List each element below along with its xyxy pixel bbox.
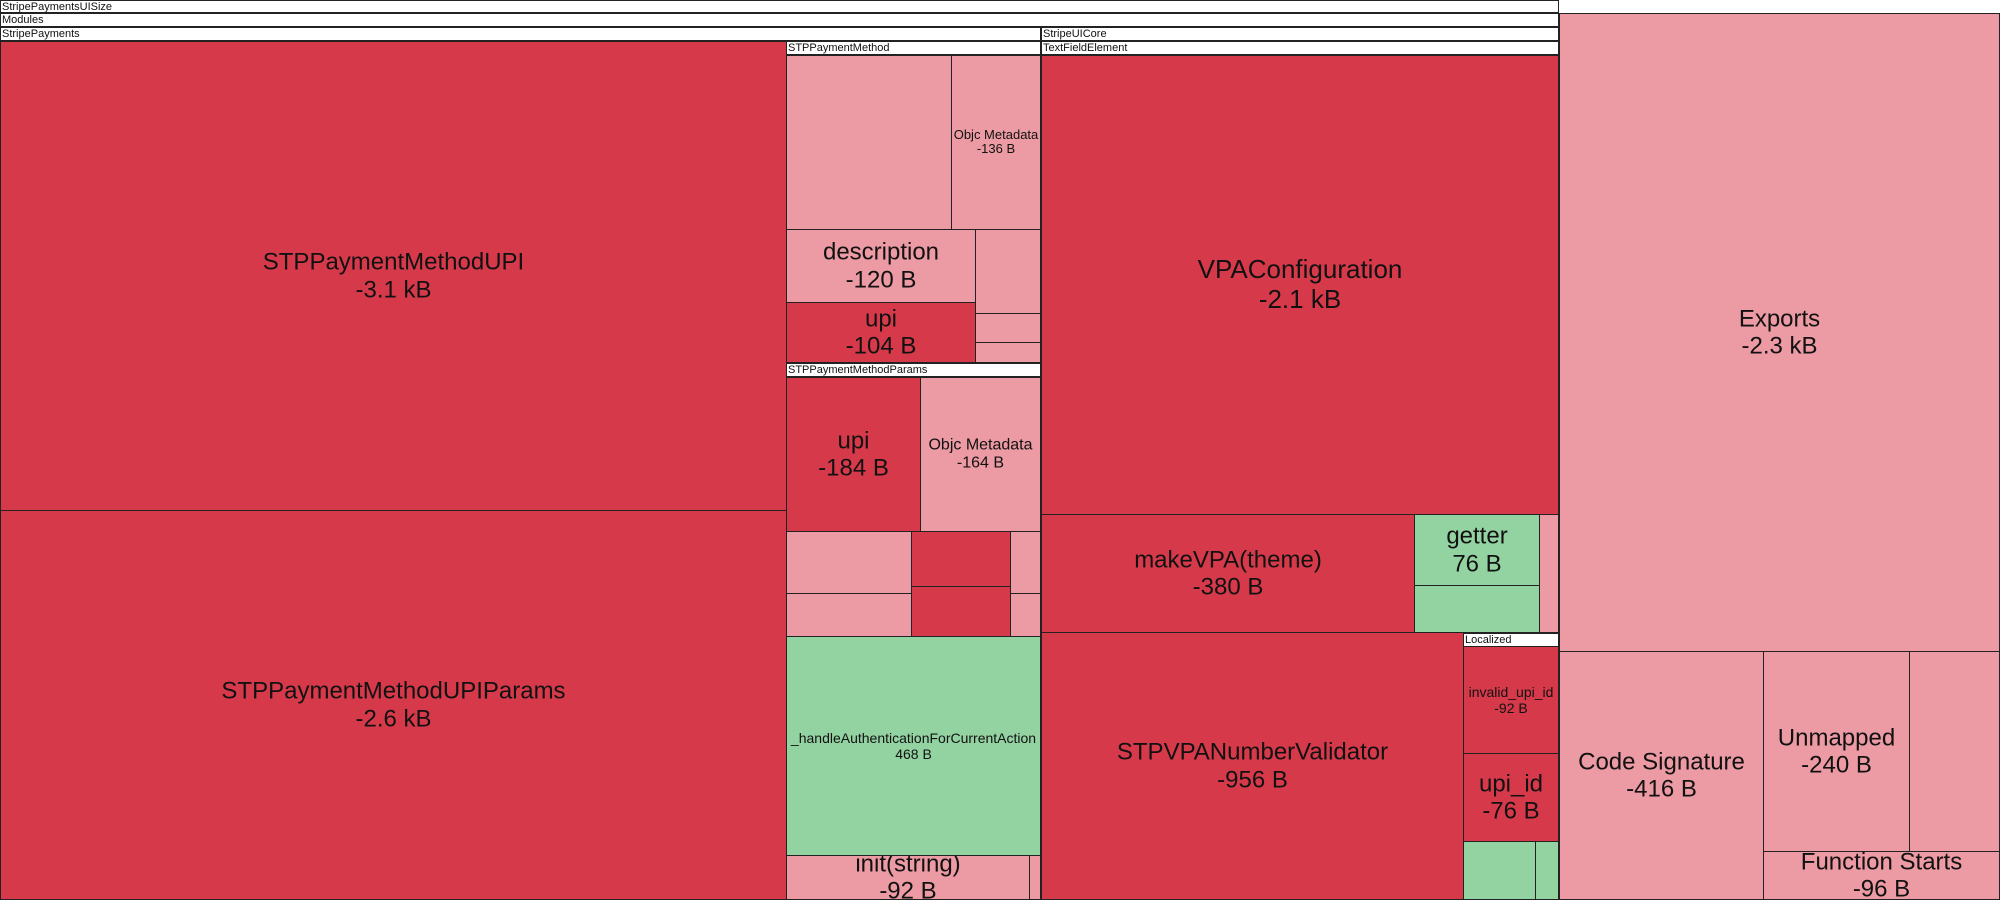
treemap-cell-function-starts: Function Starts -96 B (1763, 851, 2000, 900)
treemap-cell-value: -92 B (879, 877, 937, 900)
treemap-cell-name: getter (1446, 522, 1508, 550)
treemap-header-textfieldelement: TextFieldElement (1041, 41, 1559, 55)
treemap-cell-unlabeled (1010, 531, 1041, 594)
treemap-cell-name: upi (837, 426, 870, 454)
treemap-cell-value: -3.1 kB (355, 276, 432, 303)
treemap-cell-unlabeled (1010, 593, 1041, 637)
treemap-cell-objc-metadata: Objc Metadata -164 B (920, 377, 1041, 532)
treemap-cell-name: VPAConfiguration (1197, 254, 1403, 285)
treemap-cell-upi: upi -184 B (786, 377, 921, 532)
treemap-cell-value: -76 B (1482, 797, 1540, 825)
treemap-cell-value: -2.3 kB (1741, 332, 1818, 360)
treemap-cell-name: Unmapped (1777, 723, 1896, 751)
treemap-header-stripeuicore: StripeUICore (1041, 27, 1559, 41)
treemap-cell-value: -380 B (1192, 573, 1264, 601)
treemap-cell-name: Code Signature (1578, 747, 1745, 775)
treemap-cell-name: Objc Metadata (928, 436, 1033, 454)
treemap-cell-unlabeled (1535, 841, 1559, 900)
treemap-cell-value: -240 B (1801, 751, 1872, 779)
treemap-cell-value: -184 B (818, 454, 889, 482)
treemap-cell-unlabeled (975, 229, 1041, 314)
treemap-cell-unlabeled (1909, 651, 2000, 852)
treemap-cell-init-string: init(string) -92 B (786, 855, 1030, 900)
treemap-cell-value: 76 B (1452, 550, 1502, 577)
treemap-cell-name: Objc Metadata (953, 126, 1039, 142)
treemap-cell-unlabeled (786, 531, 912, 594)
treemap-cell-name: init(string) (855, 855, 961, 877)
treemap-cell-unlabeled (1029, 855, 1041, 900)
treemap-cell-unmapped: Unmapped -240 B (1763, 651, 1910, 852)
treemap-cell-name: Exports (1738, 304, 1821, 332)
treemap-cell-value: -416 B (1626, 775, 1697, 803)
treemap-cell-name: STPPaymentMethodUPI (262, 248, 525, 276)
treemap-cell-getter: getter 76 B (1414, 514, 1540, 586)
treemap-cell-exports: Exports -2.3 kB (1559, 13, 2000, 652)
treemap-cell-unlabeled (1414, 585, 1540, 633)
treemap-header-stppaymentmethodparams: STPPaymentMethodParams (786, 363, 1041, 377)
treemap-cell-value: 468 B (895, 746, 932, 762)
treemap-cell-unlabeled (786, 55, 952, 230)
treemap-cell-name: Function Starts (1800, 851, 1963, 875)
treemap-cell-name: description (822, 238, 940, 266)
treemap-header-localized: Localized (1463, 633, 1559, 647)
treemap-header-stripepayments: StripePayments (0, 27, 1041, 41)
treemap-cell-name: upi (864, 304, 898, 332)
treemap-cell-objc-metadata: Objc Metadata -136 B (951, 55, 1041, 230)
treemap-cell-vpaconfiguration: VPAConfiguration -2.1 kB (1041, 55, 1559, 515)
treemap-cell-value: -2.6 kB (355, 705, 432, 732)
treemap-cell-unlabeled (911, 586, 1011, 637)
treemap-cell-unlabeled (786, 593, 912, 637)
treemap-header-stppaymentmethod: STPPaymentMethod (786, 41, 1041, 55)
treemap-cell-name: upi_id (1478, 769, 1544, 797)
treemap-cell-name: makeVPA(theme) (1134, 545, 1322, 573)
treemap-cell-name: STPPaymentMethodUPIParams (221, 677, 566, 705)
treemap-cell-unlabeled (975, 313, 1041, 343)
treemap-cell-value: -164 B (956, 454, 1005, 472)
treemap-cell-unlabeled (975, 342, 1041, 363)
treemap-cell-upi-id: upi_id -76 B (1463, 753, 1559, 842)
treemap-cell-unlabeled (1463, 841, 1536, 900)
treemap-cell-unlabeled (911, 531, 1011, 587)
treemap-header-stripepaymentsuisize: StripePaymentsUISize (0, 0, 1559, 13)
treemap-cell-upi: upi -104 B (786, 302, 976, 363)
treemap-cell-name: STPVPANumberValidator (1116, 738, 1389, 766)
treemap-cell-makevpa-theme: makeVPA(theme) -380 B (1041, 514, 1415, 633)
treemap-cell-name: _handleAuthenticationForCurrentAction (790, 729, 1037, 746)
treemap-cell-description: description -120 B (786, 229, 976, 303)
treemap-cell-value: -120 B (845, 266, 917, 293)
treemap-cell-value: -92 B (1494, 700, 1528, 716)
treemap-header-modules: Modules (0, 13, 1559, 27)
treemap-cell-value: -136 B (976, 141, 1016, 157)
treemap-cell-value: -96 B (1852, 875, 1911, 900)
treemap-cell-unlabeled (1539, 514, 1559, 633)
treemap-cell-value: -2.1 kB (1258, 284, 1342, 314)
treemap-cell-name: invalid_upi_id (1468, 683, 1554, 700)
treemap-cell-invalid-upi-id: invalid_upi_id -92 B (1463, 646, 1559, 754)
treemap-cell-stppaymentmethodupiparams: STPPaymentMethodUPIParams -2.6 kB (0, 510, 787, 900)
treemap-cell-code-signature: Code Signature -416 B (1559, 651, 1764, 900)
treemap-cell-stpvpanumbervalidator: STPVPANumberValidator -956 B (1041, 632, 1464, 900)
treemap-cell-handleauthenticationforcurrentaction: _handleAuthenticationForCurrentAction 468… (786, 636, 1041, 856)
treemap-cell-value: -104 B (845, 332, 917, 360)
treemap-cell-value: -956 B (1217, 766, 1288, 793)
treemap-cell-stppaymentmethodupi: STPPaymentMethodUPI -3.1 kB (0, 41, 787, 511)
